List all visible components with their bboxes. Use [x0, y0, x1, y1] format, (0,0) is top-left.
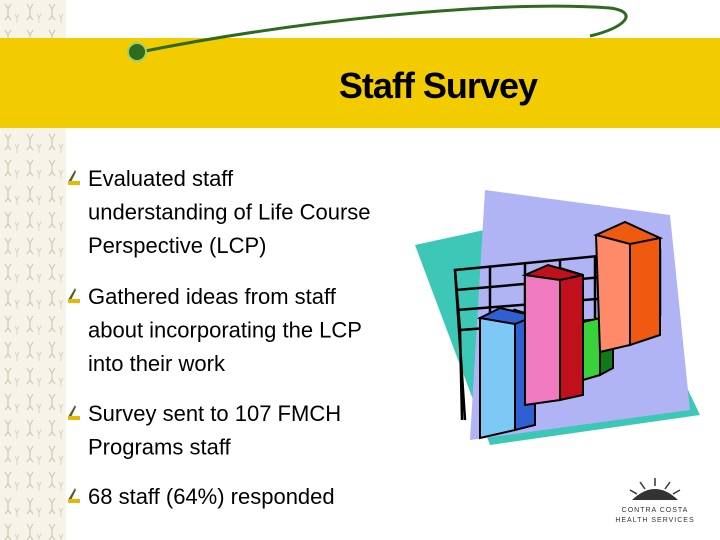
- bullet-text: about incorporating the LCP: [88, 318, 362, 343]
- bullet-icon-base: [68, 181, 80, 185]
- bullet-text: 68 staff (64%) responded: [88, 484, 335, 509]
- bullet-icon-base: [68, 416, 80, 420]
- bullet-icon-shape: [68, 405, 76, 417]
- bullet-text: understanding of Life Course: [88, 200, 371, 225]
- bullet-text: Perspective (LCP): [88, 233, 267, 258]
- chart-clipart: [415, 190, 700, 445]
- bullet-text: Gathered ideas from staff: [88, 284, 337, 309]
- bullet-icon: [68, 488, 80, 503]
- logo-text: HEALTH SERVICES: [615, 517, 694, 524]
- bullet-icon-shape: [68, 488, 76, 500]
- bullet-icon-shape: [68, 170, 76, 182]
- title-band: [0, 38, 720, 128]
- bullet-text: into their work: [88, 351, 226, 376]
- bullet-icon: [68, 405, 80, 420]
- bullet-text: Programs staff: [88, 435, 232, 460]
- logo-text: CONTRA COSTA: [622, 507, 689, 514]
- bullet-list: Evaluated staff understanding of Life Cou…: [68, 166, 371, 509]
- globe: [127, 42, 147, 62]
- bullet-text: Survey sent to 107 FMCH: [88, 401, 341, 426]
- bullet-text: Evaluated staff: [88, 166, 234, 191]
- logo-mark: [632, 489, 678, 500]
- logo: CONTRA COSTA HEALTH SERVICES: [615, 478, 694, 524]
- slide-title: Staff Survey: [339, 65, 538, 106]
- bullet-icon-base: [68, 299, 80, 303]
- bullet-icon-base: [68, 499, 80, 503]
- bullet-icon: [68, 288, 80, 303]
- bullet-icon: [68, 170, 80, 185]
- swoosh: [139, 4, 628, 54]
- bullet-icon-shape: [68, 288, 76, 300]
